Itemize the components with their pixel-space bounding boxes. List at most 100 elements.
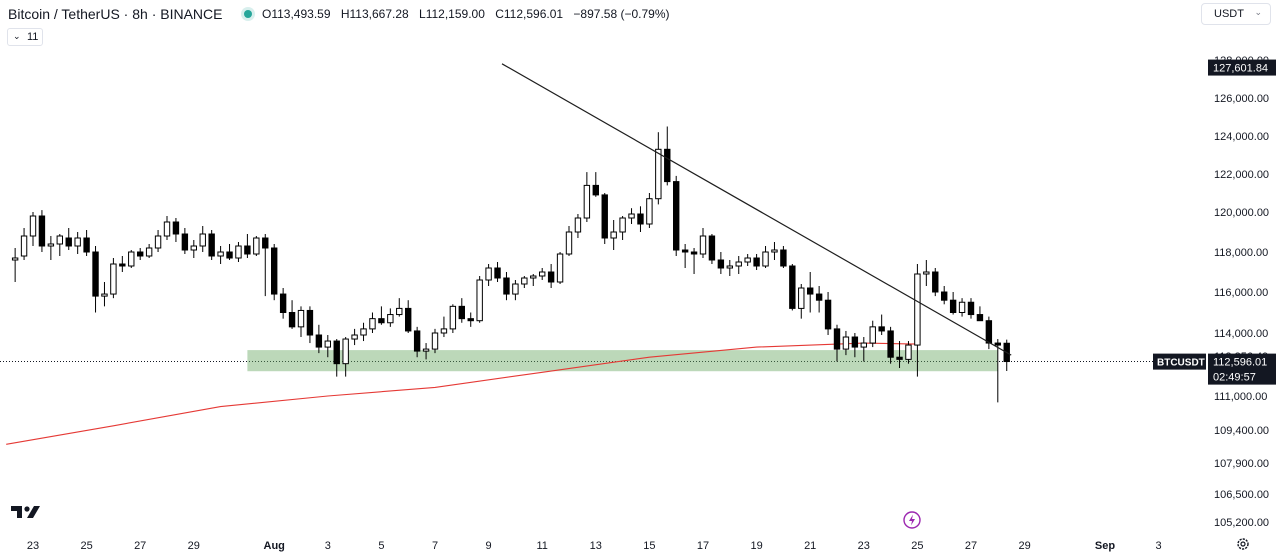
candle-body <box>539 271 546 277</box>
candle-body <box>47 243 55 247</box>
chevron-down-icon: ⌄ <box>1254 7 1262 17</box>
ath-price-marker <box>1208 59 1276 76</box>
candle-body <box>396 307 403 316</box>
candle-body <box>324 340 332 348</box>
candle-body <box>253 237 260 255</box>
price-axis-label: 126,000.00 <box>1214 93 1269 105</box>
candle-body <box>878 326 885 332</box>
candle-body <box>851 336 859 348</box>
candle-body <box>413 330 421 352</box>
tradingview-logo-icon[interactable] <box>10 503 42 521</box>
time-axis-label: 7 <box>432 540 438 552</box>
ath-price-marker-label: 127,601.84 <box>1213 63 1268 75</box>
time-axis-label: 17 <box>697 540 709 552</box>
candle-body <box>985 320 993 344</box>
candle-body <box>512 283 519 295</box>
candle-body <box>226 251 233 259</box>
candle-body <box>690 251 698 255</box>
candle-body <box>92 251 99 297</box>
time-axis-label: 5 <box>378 540 384 552</box>
chevron-down-icon: ⌄ <box>13 31 21 41</box>
candle-body <box>807 287 814 295</box>
candle-body <box>994 342 1001 346</box>
price-axis-label: 107,900.00 <box>1214 458 1269 470</box>
chart-header: Bitcoin / TetherUS · 8h · BINANCE O113,4… <box>0 0 1200 28</box>
candle-body <box>860 342 867 348</box>
candle-body <box>38 215 46 247</box>
gear-icon[interactable] <box>1236 537 1250 551</box>
candle-body <box>74 237 81 247</box>
candle-body <box>503 277 510 295</box>
candle-body <box>351 334 358 340</box>
candle-body <box>387 314 394 324</box>
time-axis-label: 25 <box>911 540 923 552</box>
candle-body <box>646 198 653 225</box>
price-axis-label: 120,000.00 <box>1214 207 1269 219</box>
candle-body <box>405 307 412 332</box>
time-axis-label: 29 <box>1018 540 1030 552</box>
candle-body <box>288 312 296 328</box>
event-lightning-icon[interactable] <box>903 511 921 529</box>
currency-label: USDT <box>1214 8 1244 20</box>
candle-body <box>297 309 305 328</box>
time-axis-label: 27 <box>965 540 977 552</box>
candle-body <box>637 213 644 225</box>
ohlc-open: O113,493.59 <box>262 7 331 21</box>
candle-body <box>485 267 492 281</box>
time-axis-label: 15 <box>643 540 655 552</box>
time-axis-label: 21 <box>804 540 816 552</box>
moving-average-line <box>6 342 918 445</box>
candle-body <box>137 251 144 257</box>
time-axis-label: 23 <box>27 540 39 552</box>
price-axis-label: 109,400.00 <box>1214 425 1269 437</box>
time-axis-label: 11 <box>536 540 547 552</box>
candle-body <box>458 305 466 320</box>
candle-body <box>681 249 689 253</box>
candle-body <box>208 233 215 257</box>
time-axis-label: 3 <box>1156 540 1162 552</box>
candle-body <box>20 235 28 257</box>
candle-body <box>967 301 975 316</box>
candle-body <box>905 344 912 360</box>
candle-body <box>565 231 573 255</box>
symbol-title[interactable]: Bitcoin / TetherUS · 8h · BINANCE <box>8 6 223 22</box>
candle-body <box>744 257 751 263</box>
candle-body <box>342 338 349 365</box>
candle-body <box>440 328 448 334</box>
price-axis-label: 106,500.00 <box>1214 489 1269 501</box>
candle-body <box>333 340 340 365</box>
candle-body <box>583 184 591 219</box>
candle-body <box>494 267 501 279</box>
candle-body <box>145 247 153 257</box>
candle-body <box>896 356 903 360</box>
currency-select[interactable]: USDT ⌄ <box>1201 3 1271 25</box>
candle-body <box>101 293 108 297</box>
symbol-marker <box>1153 353 1206 370</box>
candle-body <box>869 326 876 344</box>
candle-body <box>547 271 555 283</box>
time-axis-label: 27 <box>134 540 146 552</box>
candle-body <box>842 336 850 350</box>
candle-body <box>467 318 474 322</box>
price-axis-label: 118,000.00 <box>1214 247 1268 259</box>
candle-body <box>619 217 626 233</box>
candle-body <box>190 245 198 251</box>
candle-body <box>199 233 206 247</box>
time-axis-label: Sep <box>1095 540 1115 552</box>
candle-body <box>56 235 63 245</box>
candle-body <box>163 221 171 237</box>
candle-body <box>949 299 957 314</box>
candle-body <box>771 249 778 253</box>
candle-body <box>271 247 278 295</box>
candle-body <box>217 251 224 257</box>
candle-body <box>360 328 367 336</box>
candle-body <box>65 237 72 247</box>
candle-body <box>780 249 787 267</box>
price-axis-label: 116,000.00 <box>1214 287 1268 299</box>
market-open-indicator <box>244 10 252 18</box>
candle-body <box>655 148 662 200</box>
indicators-toggle-button[interactable]: ⌄ 11 <box>7 28 43 46</box>
candle-body <box>592 184 599 196</box>
candle-body <box>887 330 894 358</box>
